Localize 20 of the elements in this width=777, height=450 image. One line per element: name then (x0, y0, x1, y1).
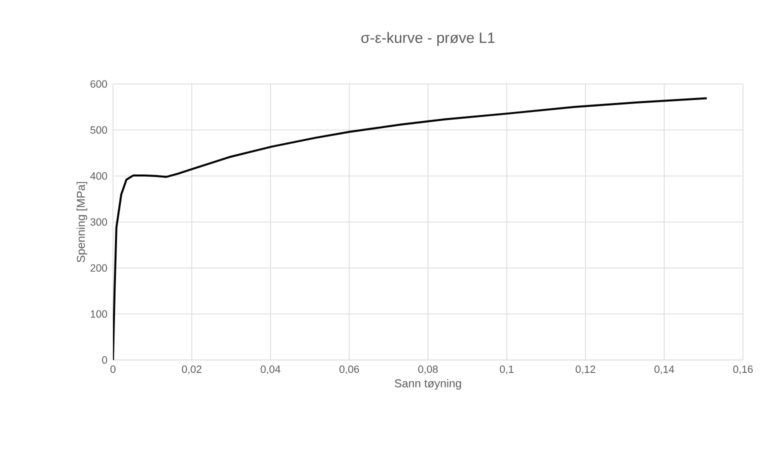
x-tick-label: 0,08 (418, 366, 438, 374)
y-tick-label: 400 (90, 172, 108, 180)
x-axis-title: Sann tøyning (394, 379, 461, 390)
y-tick-label: 200 (90, 264, 108, 272)
y-tick-label: 600 (90, 80, 108, 88)
x-tick-label: 0,1 (500, 366, 514, 374)
line-series (113, 97, 708, 360)
y-tick-label: 0 (102, 356, 108, 364)
y-axis-title: Spenning [MPa] (76, 182, 88, 262)
x-tick-label: 0,16 (733, 366, 753, 374)
x-tick-label: 0,02 (182, 366, 202, 374)
x-tick-label: 0,04 (260, 366, 280, 374)
x-tick-label: 0,14 (654, 366, 674, 374)
x-tick-label: 0,06 (339, 366, 359, 374)
x-tick-label: 0,12 (576, 366, 596, 374)
y-tick-label: 300 (90, 218, 108, 226)
chart-title: σ-ε-kurve - prøve L1 (361, 32, 495, 46)
y-tick-label: 100 (90, 310, 108, 318)
x-tick-label: 0 (110, 366, 116, 373)
y-tick-label: 500 (90, 126, 108, 134)
